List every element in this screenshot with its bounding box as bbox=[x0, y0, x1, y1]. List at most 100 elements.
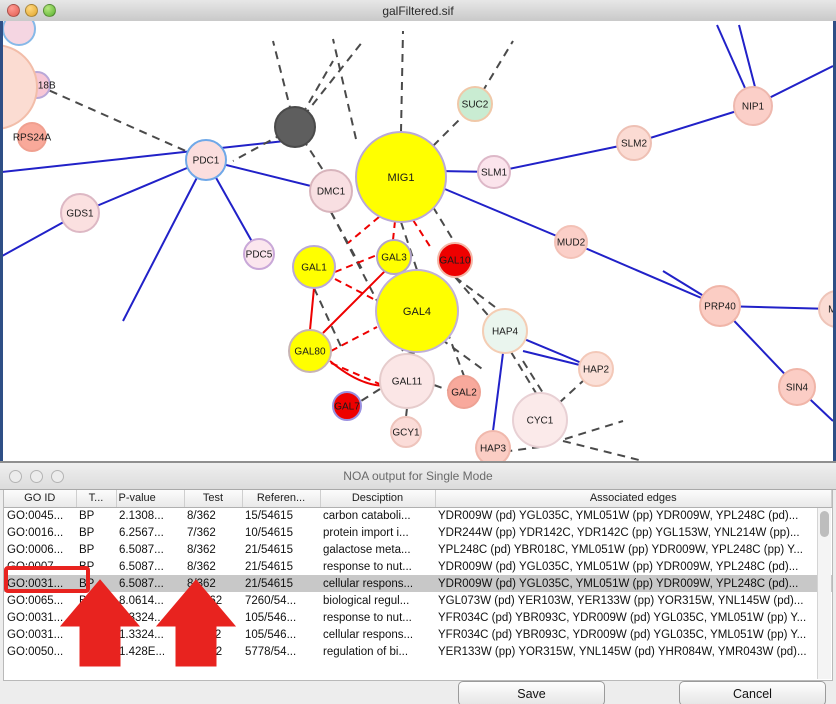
node-circle[interactable] bbox=[375, 269, 459, 353]
column-header-test[interactable]: Test bbox=[184, 490, 243, 508]
node-gal7[interactable]: GAL7 bbox=[332, 391, 362, 421]
column-header-reference[interactable]: Referen... bbox=[242, 490, 321, 508]
node-circle[interactable] bbox=[288, 329, 332, 373]
node-circle[interactable] bbox=[778, 368, 816, 406]
node-circle[interactable] bbox=[457, 86, 493, 122]
node-msi[interactable]: MSI bbox=[818, 290, 833, 328]
node-circle[interactable] bbox=[477, 155, 511, 189]
table-header-row[interactable]: GO ID T... P-value Test Referen... Desci… bbox=[4, 490, 832, 508]
node-circle[interactable] bbox=[616, 125, 652, 161]
node-circle[interactable] bbox=[3, 21, 36, 46]
node-circle[interactable] bbox=[447, 375, 481, 409]
node-cyc1[interactable]: CYC1 bbox=[512, 392, 568, 448]
cell-associated-edges: YDR009W (pd) YGL035C, YML051W (pp) YDR00… bbox=[435, 575, 832, 592]
network-canvas[interactable]: RPL18BRPS24AGDS1PDC1PDC5DMC1SUC2MIG1SLM1… bbox=[0, 21, 836, 461]
node-hap4[interactable]: HAP4 bbox=[482, 308, 528, 354]
node-gal2[interactable]: GAL2 bbox=[447, 375, 481, 409]
node-circle[interactable] bbox=[578, 351, 614, 387]
column-header-go-id[interactable]: GO ID bbox=[4, 490, 77, 508]
node-suc2[interactable]: SUC2 bbox=[457, 86, 493, 122]
go-results-table[interactable]: GO ID T... P-value Test Referen... Desci… bbox=[4, 490, 832, 660]
node-circle[interactable] bbox=[379, 353, 435, 409]
node-gal80[interactable]: GAL80 bbox=[288, 329, 332, 373]
table-row[interactable]: GO:0065... BP 8.0614... 94/362 7260/54... bio… bbox=[4, 592, 832, 609]
node-slm1[interactable]: SLM1 bbox=[477, 155, 511, 189]
node-circle[interactable] bbox=[390, 416, 422, 448]
node-pdc1[interactable]: PDC1 bbox=[185, 139, 227, 181]
table-row[interactable]: GO:0007... BP 6.5087... 8/362 21/54615 respon… bbox=[4, 558, 832, 575]
node-gal1[interactable]: GAL1 bbox=[292, 245, 336, 289]
node-circle[interactable] bbox=[733, 86, 773, 126]
node-pdc5[interactable]: PDC5 bbox=[243, 238, 275, 270]
node-hap2[interactable]: HAP2 bbox=[578, 351, 614, 387]
table-row[interactable]: GO:0050... BP 1.428E... 80/362 5778/54... reg… bbox=[4, 643, 832, 660]
node-prp40[interactable]: PRP40 bbox=[699, 285, 741, 327]
cell-p-value: 6.5087... bbox=[119, 560, 164, 573]
noa-output-panel: NOA output for Single Mode GO ID T... P-… bbox=[0, 461, 836, 704]
table-row[interactable]: GO:0016... BP 6.2567... 7/362 10/54615 protei… bbox=[4, 524, 832, 541]
node-gal3[interactable]: GAL3 bbox=[376, 239, 412, 275]
close-button[interactable] bbox=[7, 4, 20, 17]
node-circle[interactable] bbox=[437, 242, 473, 278]
panel-minimize-dot[interactable] bbox=[30, 469, 43, 483]
node-circle[interactable] bbox=[554, 225, 588, 259]
save-button[interactable]: Save bbox=[458, 681, 605, 704]
results-table-body[interactable]: GO:0045... BP 2.1308... 8/362 15/54615 carbon… bbox=[4, 507, 832, 660]
node-gal4[interactable]: GAL4 bbox=[375, 269, 459, 353]
node-circle[interactable] bbox=[482, 308, 528, 354]
node-circle[interactable] bbox=[17, 122, 47, 152]
node-circle[interactable] bbox=[376, 239, 412, 275]
node-circle[interactable] bbox=[60, 193, 100, 233]
table-row[interactable]: GO:0031... BP 1.3324... 11/362 105/546... cel… bbox=[4, 626, 832, 643]
node-topleft[interactable] bbox=[3, 21, 36, 46]
column-header-type[interactable]: T... bbox=[76, 490, 117, 508]
scrollbar-thumb[interactable] bbox=[820, 511, 829, 537]
cancel-button[interactable]: Cancel bbox=[679, 681, 826, 704]
table-row[interactable]: GO:0006... BP 6.5087... 8/362 21/54615 galact… bbox=[4, 541, 832, 558]
node-rps24a[interactable]: RPS24A bbox=[13, 122, 52, 152]
node-circle[interactable] bbox=[512, 392, 568, 448]
zoom-button[interactable] bbox=[43, 4, 56, 17]
node-circle[interactable] bbox=[309, 169, 353, 213]
node-bigleft[interactable] bbox=[3, 44, 38, 130]
node-nip1[interactable]: NIP1 bbox=[733, 86, 773, 126]
network-graph[interactable]: RPL18BRPS24AGDS1PDC1PDC5DMC1SUC2MIG1SLM1… bbox=[3, 21, 833, 461]
nodes-layer[interactable]: RPL18BRPS24AGDS1PDC1PDC5DMC1SUC2MIG1SLM1… bbox=[3, 21, 833, 461]
table-row[interactable]: GO:0045... BP 2.1308... 8/362 15/54615 carbon… bbox=[4, 507, 832, 524]
node-circle[interactable] bbox=[355, 131, 447, 223]
node-slm2[interactable]: SLM2 bbox=[616, 125, 652, 161]
table-row[interactable]: GO:0031... BP 1.3324... 11/362 105/546... res… bbox=[4, 609, 832, 626]
node-circle[interactable] bbox=[3, 44, 38, 130]
node-circle[interactable] bbox=[274, 106, 316, 148]
node-circle[interactable] bbox=[475, 430, 511, 461]
node-sin4[interactable]: SIN4 bbox=[778, 368, 816, 406]
node-mud2[interactable]: MUD2 bbox=[554, 225, 588, 259]
cell-associated-edges: YPL248C (pd) YBR018C, YML051W (pp) YDR00… bbox=[438, 543, 804, 556]
node-dmc1[interactable]: DMC1 bbox=[309, 169, 353, 213]
node-circle[interactable] bbox=[818, 290, 833, 328]
node-gal11[interactable]: GAL11 bbox=[379, 353, 435, 409]
cell-type: BP bbox=[79, 526, 95, 539]
column-header-description[interactable]: Desciption bbox=[320, 490, 436, 508]
cell-associated-edges: YER133W (pp) YOR315W, YNL145W (pd) YHR08… bbox=[438, 645, 807, 658]
table-vertical-scrollbar[interactable] bbox=[817, 508, 831, 679]
node-hap3[interactable]: HAP3 bbox=[475, 430, 511, 461]
node-mig1[interactable]: MIG1 bbox=[355, 131, 447, 223]
node-circle[interactable] bbox=[292, 245, 336, 289]
cell-associated-edges: YGL073W (pd) YER103W, YER133W (pp) YOR31… bbox=[438, 594, 804, 607]
column-header-associated-edges[interactable]: Associated edges bbox=[435, 490, 832, 508]
column-header-p-value[interactable]: P-value bbox=[116, 490, 185, 508]
table-row[interactable]: GO:0031... BP 6.5087... 8/362 21/54615 cellul… bbox=[4, 575, 832, 592]
node-circle[interactable] bbox=[243, 238, 275, 270]
node-gds1[interactable]: GDS1 bbox=[60, 193, 100, 233]
panel-zoom-dot[interactable] bbox=[51, 469, 64, 483]
panel-close-dot[interactable] bbox=[9, 469, 22, 483]
node-dark[interactable] bbox=[274, 106, 316, 148]
node-circle[interactable] bbox=[699, 285, 741, 327]
node-circle[interactable] bbox=[332, 391, 362, 421]
node-gcy1[interactable]: GCY1 bbox=[390, 416, 422, 448]
results-table-container[interactable]: GO ID T... P-value Test Referen... Desci… bbox=[3, 490, 833, 681]
minimize-button[interactable] bbox=[25, 4, 38, 17]
node-gal10[interactable]: GAL10 bbox=[437, 242, 473, 278]
node-circle[interactable] bbox=[185, 139, 227, 181]
